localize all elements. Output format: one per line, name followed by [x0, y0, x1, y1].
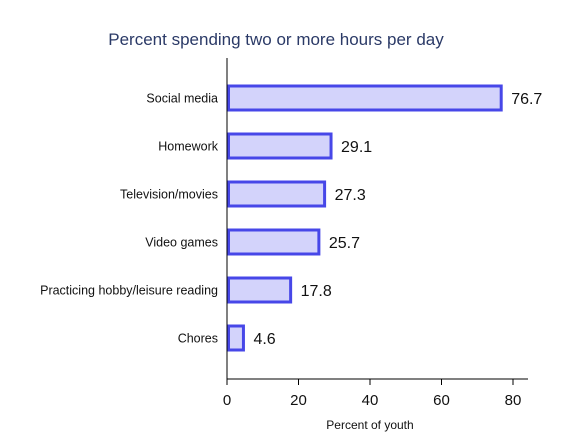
- value-label-3: 27.3: [335, 187, 366, 204]
- category-label-6: Chores: [178, 332, 218, 346]
- x-axis-title: Percent of youth: [326, 418, 413, 432]
- bar-6: [227, 324, 245, 352]
- x-tick-label-80: 80: [505, 392, 522, 409]
- axes-layer: 0 20 40 60 80: [223, 58, 528, 409]
- value-label-1: 76.7: [511, 91, 542, 108]
- bar-1: [227, 84, 503, 112]
- x-tick-label-0: 0: [223, 392, 231, 409]
- category-label-1: Social media: [146, 92, 218, 106]
- value-label-4: 25.7: [329, 235, 360, 252]
- category-label-5: Practicing hobby/leisure reading: [40, 284, 218, 298]
- value-label-6: 4.6: [253, 331, 275, 348]
- value-label-5: 17.8: [301, 283, 332, 300]
- x-tick-label-60: 60: [433, 392, 450, 409]
- bars-layer: Social media 76.7 Homework 29.1 Television/m…: [40, 84, 542, 352]
- bar-5: [227, 276, 293, 304]
- x-tick-label-20: 20: [290, 392, 307, 409]
- bar-4: [227, 228, 321, 256]
- bar-3: [227, 180, 327, 208]
- category-label-4: Video games: [145, 236, 218, 250]
- category-label-3: Television/movies: [120, 188, 218, 202]
- value-label-2: 29.1: [341, 139, 372, 156]
- bar-2: [227, 132, 333, 160]
- chart-title: Percent spending two or more hours per d…: [108, 30, 444, 49]
- category-label-2: Homework: [158, 140, 218, 154]
- x-tick-label-40: 40: [362, 392, 379, 409]
